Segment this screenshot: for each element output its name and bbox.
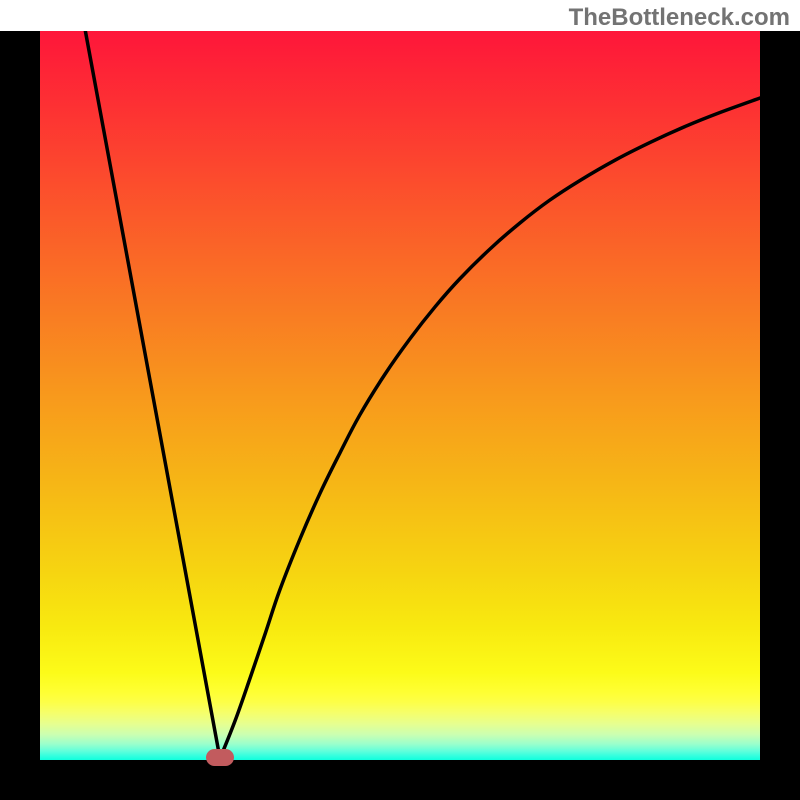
watermark-top-right: TheBottleneck.com <box>569 4 790 32</box>
chart-frame: TheBottleneck.com <box>0 0 800 800</box>
optimal-point-marker <box>206 749 234 766</box>
bottleneck-curve <box>40 31 760 760</box>
